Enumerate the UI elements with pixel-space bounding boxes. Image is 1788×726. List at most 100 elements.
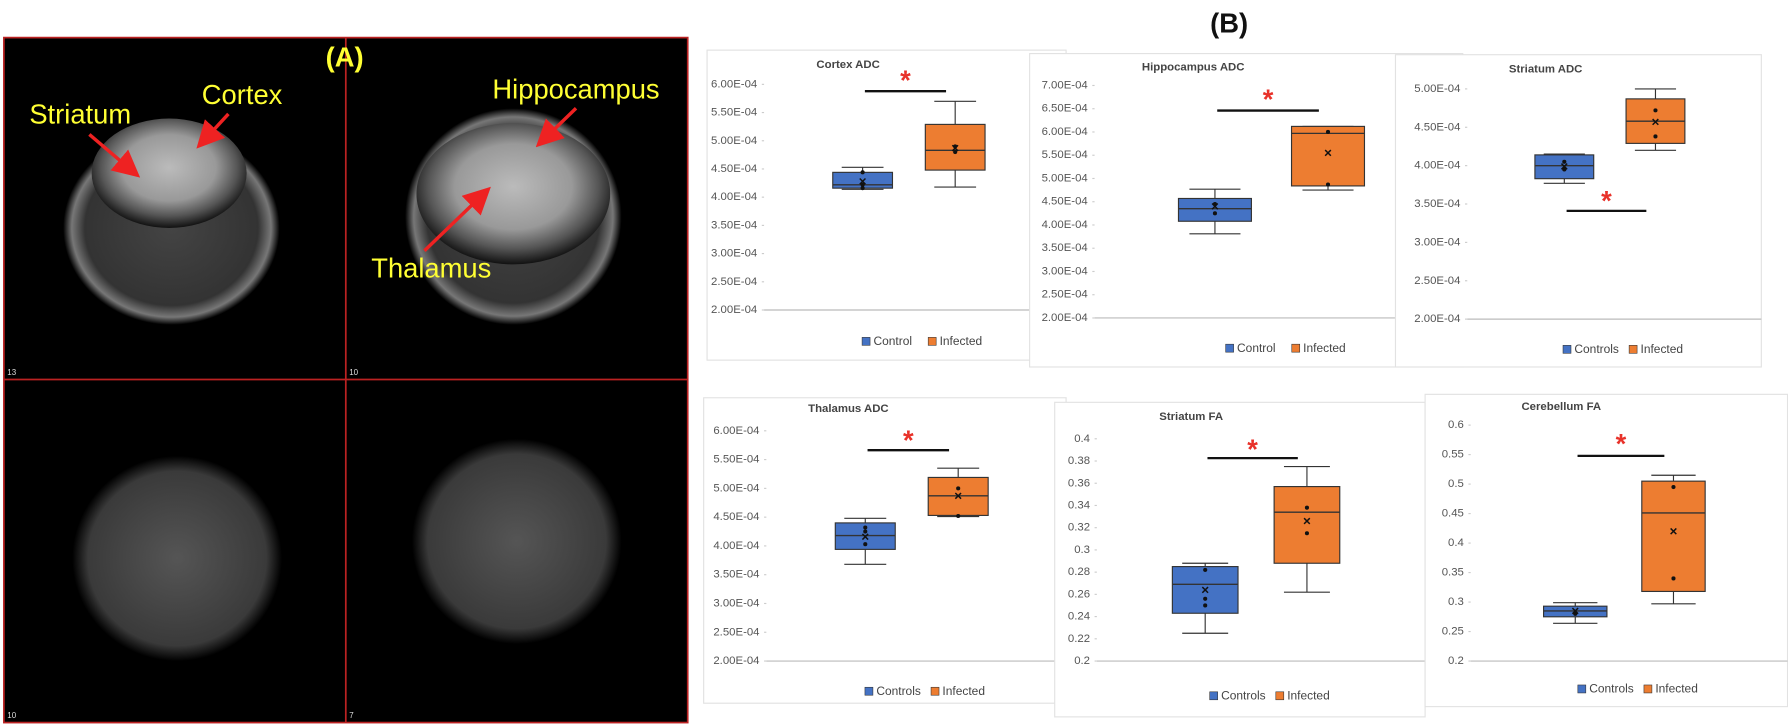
y-tick-label: 4.50E-04 <box>713 511 759 523</box>
structure-label: Cortex <box>202 79 283 110</box>
significance-star: * <box>1247 434 1258 465</box>
y-tick-label: 3.00E-04 <box>1414 236 1460 248</box>
y-tick-label: 0.38 <box>1068 455 1090 467</box>
data-point <box>1212 202 1217 207</box>
legend-swatch <box>1562 345 1572 354</box>
mean-marker <box>1201 586 1209 594</box>
chart-frame <box>1054 401 1426 718</box>
y-tick-label: 2.50E-04 <box>1042 289 1088 301</box>
y-tick-label: 2.50E-04 <box>713 626 759 638</box>
box <box>1641 480 1706 593</box>
data-point <box>1325 129 1331 135</box>
slice-number: 10 <box>7 711 16 720</box>
y-tick-label: 0.2 <box>1448 655 1464 667</box>
data-point <box>953 144 958 149</box>
data-point <box>1562 159 1567 164</box>
y-tick-label: 3.00E-04 <box>711 248 757 260</box>
data-point <box>1304 531 1309 536</box>
data-point <box>953 149 958 155</box>
data-point <box>1671 484 1676 490</box>
y-tick-label: 0.26 <box>1068 588 1090 600</box>
legend-swatch <box>1209 691 1218 701</box>
arrow <box>196 112 230 149</box>
data-point <box>1671 576 1676 581</box>
chart-title: Thalamus ADC <box>808 403 888 415</box>
y-tick-label: 4.00E-04 <box>1414 160 1460 172</box>
mean-marker <box>954 492 962 500</box>
data-point <box>1212 211 1217 216</box>
y-tick-label: 0.25 <box>1442 626 1464 638</box>
legend-label: Controls <box>876 684 921 698</box>
y-tick-label: 0.32 <box>1068 522 1090 534</box>
y-tick-label: 0.2 <box>1074 655 1090 667</box>
mean-marker <box>1303 517 1311 525</box>
y-tick-label: 6.00E-04 <box>711 78 757 90</box>
y-tick-label: 0.35 <box>1442 567 1464 579</box>
data-point <box>1562 167 1567 172</box>
data-point <box>860 186 865 191</box>
structure-label: Hippocampus <box>492 73 659 104</box>
legend-swatch <box>1225 343 1234 353</box>
legend-swatch <box>864 686 874 696</box>
significance-star: * <box>903 424 914 455</box>
y-tick-label: 5.50E-04 <box>1042 149 1088 161</box>
slice-number: 7 <box>349 711 354 720</box>
y-tick-label: 3.00E-04 <box>1042 265 1088 277</box>
structure-label: Striatum <box>29 98 131 129</box>
data-point <box>863 525 868 530</box>
box <box>1177 197 1252 222</box>
mean-marker <box>861 533 869 541</box>
significance-star: * <box>1616 428 1627 459</box>
data-point <box>1203 603 1208 608</box>
y-tick-label: 0.28 <box>1068 566 1090 578</box>
chart-frame <box>1424 393 1788 708</box>
chart-title: Striatum FA <box>1159 411 1223 423</box>
y-tick-label: 7.00E-04 <box>1042 79 1088 91</box>
structure-label: Thalamus <box>371 252 491 283</box>
fa-map <box>411 438 622 644</box>
panel-a: (A) Striatum Cortex Hippocampus Thalamus… <box>3 36 689 724</box>
y-tick-label: 3.50E-04 <box>1042 242 1088 254</box>
significance-star: * <box>1601 185 1612 216</box>
y-tick-label: 5.00E-04 <box>711 135 757 147</box>
legend-swatch <box>1628 345 1638 354</box>
y-tick-label: 5.00E-04 <box>1042 172 1088 184</box>
y-tick-label: 3.50E-04 <box>1414 198 1460 210</box>
box <box>1273 486 1341 564</box>
y-tick-label: 0.34 <box>1068 499 1090 511</box>
y-tick-label: 0.3 <box>1074 544 1090 556</box>
y-tick-label: 0.55 <box>1442 449 1464 461</box>
legend-label: Infected <box>942 684 985 698</box>
y-tick-label: 6.00E-04 <box>1042 126 1088 138</box>
mean-marker <box>1670 527 1677 535</box>
legend-label: Infected <box>1287 689 1330 703</box>
y-tick-label: 0.22 <box>1068 633 1090 645</box>
y-tick-label: 0.6 <box>1448 419 1464 431</box>
legend-label: Control <box>1237 341 1276 355</box>
data-point <box>956 513 961 519</box>
y-tick-label: 0.45 <box>1442 508 1464 520</box>
mean-marker <box>1571 607 1579 615</box>
panel-label: (A) <box>326 41 364 72</box>
arrow <box>88 133 141 178</box>
data-point <box>1573 611 1578 616</box>
legend-label: Controls <box>1574 342 1619 356</box>
legend-swatch <box>1577 684 1587 694</box>
data-point <box>1304 505 1309 510</box>
chart: Cerebellum FA 0.2 0.25 0.3 0.35 0.4 0.45 0.5 0.5… <box>1424 393 1788 708</box>
mri-brain <box>416 123 611 265</box>
legend-swatch <box>927 337 937 346</box>
legend-swatch <box>930 686 940 696</box>
mean-marker <box>1560 163 1568 170</box>
legend-label: Infected <box>940 334 983 348</box>
y-tick-label: 4.00E-04 <box>713 540 759 552</box>
y-tick-label: 0.24 <box>1068 611 1090 623</box>
y-tick-label: 0.36 <box>1068 477 1090 489</box>
y-tick-label: 4.00E-04 <box>711 191 757 203</box>
legend-label: Control <box>873 334 912 348</box>
y-tick-label: 5.50E-04 <box>711 107 757 119</box>
significance-star: * <box>1263 84 1274 115</box>
legend-label: Infected <box>1655 682 1698 696</box>
mri-brain <box>91 118 247 228</box>
